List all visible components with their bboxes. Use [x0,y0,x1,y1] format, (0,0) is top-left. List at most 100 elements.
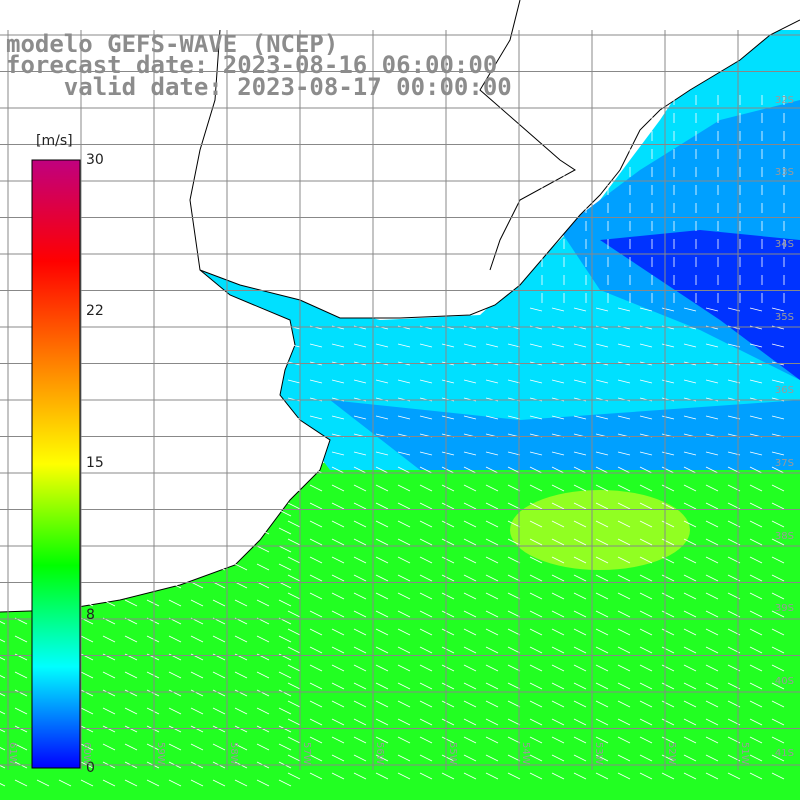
wind-arrow [617,646,631,654]
wind-arrow [683,646,697,654]
wind-arrow [771,307,785,312]
wind-arrow [507,628,521,636]
wind-arrow [146,779,160,787]
wind-arrow [749,592,763,600]
wind-arrow [353,415,367,420]
wind-arrow [309,700,323,708]
wind-arrow [256,779,270,787]
wind-arrow [661,415,675,420]
wind-arrow [771,700,785,708]
wind-arrow [375,415,389,420]
wind-arrow [595,415,609,420]
wind-arrow [573,520,587,528]
wind-arrow [661,538,675,546]
wind-arrow [419,736,433,744]
wind-arrow [507,736,521,744]
wind-arrow [485,556,499,564]
lat-label: 40S [774,676,794,687]
wind-arrow [190,707,204,715]
wind-arrow [705,556,719,564]
wind-arrow [639,700,653,708]
wind-arrow [331,664,345,672]
wind-arrow [639,415,653,420]
wind-arrow [102,563,116,571]
wind-arrow [287,736,301,744]
wind-arrow [353,343,367,348]
wind-arrow [287,484,301,492]
wind-arrow [287,379,301,384]
wind-arrow [397,754,411,762]
wind-arrow [146,635,160,643]
wind-arrow [529,451,543,456]
wind-arrow [287,592,301,600]
lon-label: 52W [666,742,677,765]
wind-arrow [441,520,455,528]
wind-arrow [485,502,499,510]
wind-arrow [683,556,697,564]
wind-arrow [749,307,763,312]
wind-arrow [705,538,719,546]
wind-arrow [441,700,455,708]
colorbar-tick-22: 22 [86,303,104,319]
wind-arrow [309,484,323,492]
colorbar-tick-8: 8 [86,607,95,623]
wind-arrow [397,451,411,456]
wind-arrow [595,700,609,708]
wind-arrow [595,574,609,582]
wind-arrow [375,772,389,780]
wind-arrow [309,772,323,780]
wind-arrow [190,527,204,535]
wind-arrow [683,466,697,474]
wind-arrow [331,502,345,510]
wind-arrow [234,509,248,517]
wind-arrow [278,491,292,499]
wind-arrow [595,502,609,510]
wind-arrow [617,451,631,456]
wind-arrow [771,520,785,528]
wind-arrow [124,563,138,571]
wind-arrow [463,502,477,510]
wind-arrow [529,556,543,564]
wind-arrow [551,343,565,348]
wind-arrow [353,700,367,708]
wind-arrow [705,736,719,744]
wind-arrow [771,379,785,384]
wind-arrow [617,718,631,726]
wind-arrow [0,621,6,625]
wind-arrow [463,682,477,690]
wind-arrow [683,307,697,312]
wind-arrow [683,343,697,348]
wind-arrow [375,736,389,744]
wind-arrow [212,743,226,751]
wind-arrow [441,628,455,636]
wind-arrow [639,520,653,528]
wind-arrow [441,343,455,348]
wind-arrow [705,646,719,654]
wind-arrow [14,779,28,787]
wind-arrow [617,379,631,384]
wind-arrow [0,765,6,769]
wind-arrow [102,779,116,787]
wind-arrow [661,610,675,618]
wind-arrow [419,646,433,654]
wind-arrow [705,682,719,690]
wind-arrow [441,664,455,672]
wind-arrow [683,772,697,780]
wind-arrow [212,509,226,517]
wind-arrow [463,484,477,492]
wind-arrow [617,754,631,762]
wind-arrow [485,646,499,654]
wind-arrow [595,466,609,474]
wind-arrow [529,700,543,708]
wind-arrow [485,415,499,420]
wind-arrow [507,379,521,384]
wind-arrow [190,779,204,787]
wind-arrow [485,772,499,780]
wind-arrow [771,664,785,672]
wind-arrow [287,466,301,474]
wind-arrow [551,592,565,600]
wind-arrow [771,646,785,654]
wind-arrow [419,700,433,708]
wind-arrow [397,610,411,618]
wind-arrow [309,592,323,600]
